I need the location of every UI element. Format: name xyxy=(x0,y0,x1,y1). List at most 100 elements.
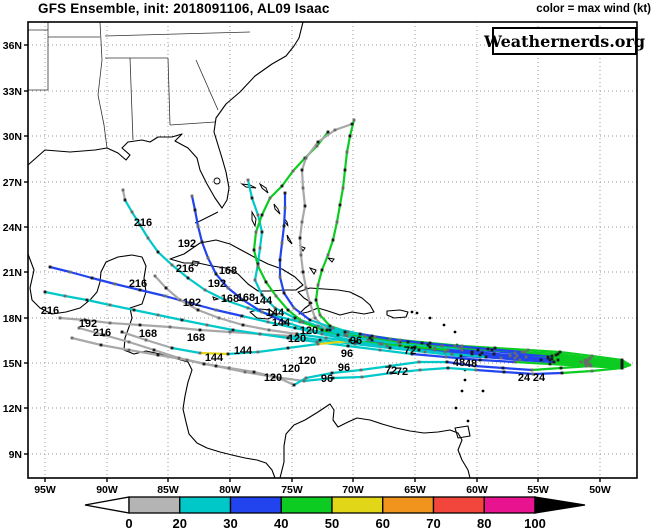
lon-label: 65W xyxy=(404,484,426,496)
track-segment xyxy=(385,344,421,352)
track-segment xyxy=(130,210,142,227)
track-segment xyxy=(530,366,563,372)
track-segment xyxy=(286,342,320,350)
track-marker xyxy=(260,293,264,297)
track-marker xyxy=(508,354,512,358)
track-segment xyxy=(320,332,352,342)
track-marker xyxy=(283,320,287,324)
track-segment xyxy=(241,323,271,332)
track-marker xyxy=(258,332,262,336)
track-segment xyxy=(258,230,264,250)
track-marker xyxy=(588,357,592,361)
track-marker xyxy=(132,308,136,312)
track-marker xyxy=(264,280,268,284)
track-marker xyxy=(446,366,450,370)
track-marker xyxy=(343,168,347,172)
track-marker xyxy=(480,351,484,355)
track-marker xyxy=(560,371,564,375)
track-segment xyxy=(146,236,160,254)
track-marker xyxy=(389,371,393,375)
track-marker xyxy=(288,334,292,338)
track-segment xyxy=(292,376,308,387)
track-marker xyxy=(138,323,142,327)
lon-label: 85W xyxy=(157,484,179,496)
lon-label: 75W xyxy=(281,484,303,496)
track-marker xyxy=(185,358,189,362)
forecast-hour-label: 96 xyxy=(350,335,362,347)
track-segment xyxy=(341,168,347,190)
track-marker xyxy=(308,301,312,305)
track-marker xyxy=(493,346,497,350)
state-border xyxy=(195,59,219,111)
coastline xyxy=(454,425,471,439)
track-marker xyxy=(324,336,328,340)
track-marker xyxy=(258,246,262,250)
track-marker xyxy=(353,342,357,346)
track-segment xyxy=(108,303,136,312)
forecast-hour-label: 216 xyxy=(176,263,194,275)
track-marker xyxy=(352,118,356,122)
track-marker xyxy=(113,282,117,286)
track-segment xyxy=(585,360,624,367)
colorbar-value: 0 xyxy=(125,516,132,531)
track-segment xyxy=(163,294,192,305)
track-segment xyxy=(198,351,230,356)
track-marker xyxy=(417,348,421,352)
track-segment xyxy=(288,334,322,342)
forecast-hour-label: 120 xyxy=(288,333,306,345)
track-marker xyxy=(513,351,517,355)
track-segment xyxy=(292,306,312,322)
track-segment xyxy=(389,368,422,375)
track-marker xyxy=(359,368,363,372)
track-segment xyxy=(301,320,324,332)
track-segment xyxy=(453,344,490,351)
track-marker xyxy=(343,330,347,334)
track-segment xyxy=(102,333,131,344)
track-marker xyxy=(144,338,148,342)
track-segment xyxy=(314,298,322,317)
track-segment xyxy=(299,253,305,274)
track-segment xyxy=(260,293,277,310)
track-marker xyxy=(326,130,330,134)
track-marker xyxy=(301,320,305,324)
track-marker xyxy=(272,375,276,379)
colorbar-segment xyxy=(128,496,181,514)
track-segment xyxy=(380,342,417,349)
forecast-hour-label: 96 xyxy=(341,348,353,360)
track-segment xyxy=(273,306,297,320)
track-marker xyxy=(153,274,157,278)
track-marker xyxy=(445,360,449,364)
track-segment xyxy=(170,346,202,355)
track-segment xyxy=(264,280,278,298)
track-segment xyxy=(513,356,552,362)
track-marker xyxy=(304,156,308,160)
colorbar-segment xyxy=(179,496,232,514)
track-marker xyxy=(346,344,350,348)
track-marker xyxy=(314,298,318,302)
track-marker xyxy=(490,348,494,352)
track-marker xyxy=(559,366,563,370)
colorbar-segment xyxy=(483,496,536,514)
track-marker xyxy=(156,250,160,254)
track-marker xyxy=(253,278,257,282)
track-marker xyxy=(539,358,543,362)
color-legend-note: color = max wind (kt) xyxy=(536,3,651,15)
track-segment xyxy=(346,344,382,352)
track-marker xyxy=(315,340,319,344)
island-dot xyxy=(481,389,485,393)
forecast-hour-label: 168 xyxy=(219,265,237,277)
track-marker xyxy=(240,314,244,318)
track-segment xyxy=(446,348,484,355)
track-segment xyxy=(353,342,392,350)
forecast-hour-label: 120 xyxy=(264,372,282,384)
track-segment xyxy=(443,350,482,357)
track-segment xyxy=(168,325,202,332)
track-marker xyxy=(453,344,457,348)
track-marker xyxy=(398,340,402,344)
track-segment xyxy=(170,263,190,280)
track-marker xyxy=(406,340,410,344)
track-marker xyxy=(590,354,594,358)
track-marker xyxy=(316,140,320,144)
track-segment xyxy=(531,371,564,376)
